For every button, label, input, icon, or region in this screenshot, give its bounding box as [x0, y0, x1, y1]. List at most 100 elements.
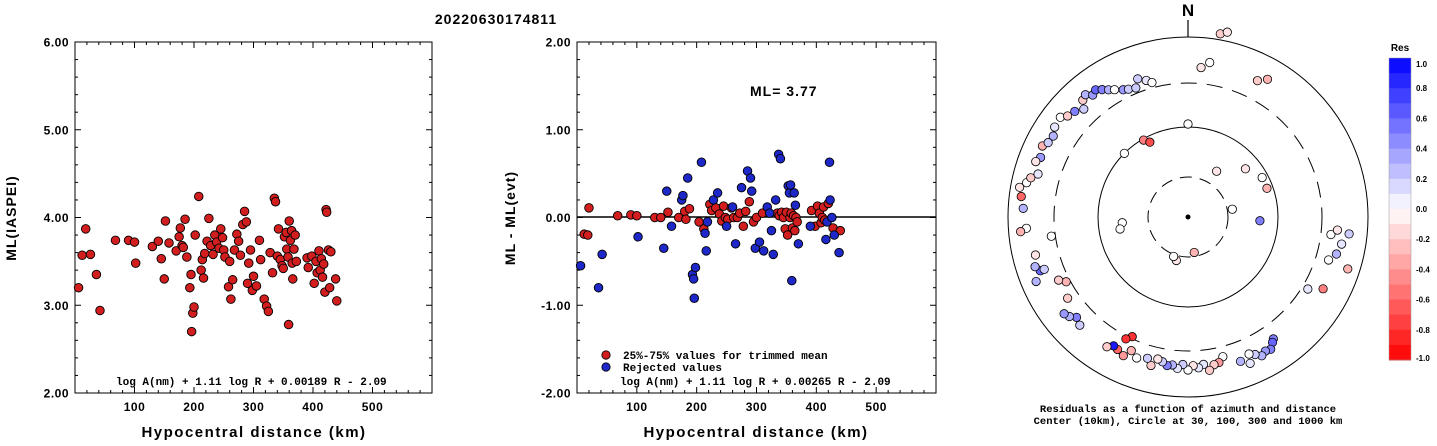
figure-title: 20220630174811 [435, 11, 557, 27]
station-residual-point [1240, 164, 1251, 174]
colorbar-cell [1389, 73, 1411, 89]
data-point [597, 249, 607, 260]
station-residual-point [1257, 172, 1267, 183]
station-residual-point [1196, 62, 1206, 73]
station-residual-point [1212, 166, 1222, 176]
colorbar-cell [1389, 88, 1411, 104]
data-point [829, 230, 840, 240]
ml-vs-distance-chart: 2.00 3.00 4.00 5.00 6.00 100 200 300 400 500 log… [3, 36, 433, 441]
station-residual-point [1189, 247, 1199, 258]
station-residual-point [1126, 346, 1136, 356]
data-point [180, 214, 190, 225]
colorbar-cell [1389, 224, 1411, 240]
data-point [793, 239, 804, 249]
ring-300km [1053, 82, 1323, 352]
colorbar-cell [1389, 209, 1411, 225]
data-point [768, 249, 779, 260]
data-point [278, 263, 289, 274]
colorbar-cell [1389, 163, 1411, 180]
data-point [267, 268, 278, 278]
station-residual-point [1153, 354, 1163, 364]
legend-label-trimmed: 25%-75% values for trimmed mean [623, 351, 828, 363]
x-tick-label: 200 [686, 400, 708, 414]
north-label: N [1182, 1, 1194, 20]
chart1-formula: log A(nm) + 1.11 log R + 0.00189 R - 2.0… [116, 377, 387, 389]
station-residual-point [1343, 264, 1353, 274]
station-residual-point [1318, 284, 1328, 294]
data-point [583, 230, 593, 240]
colorbar-cell [1389, 148, 1411, 165]
station-residual-point [1075, 320, 1085, 330]
colorbar-tick-label: 0.6 [1416, 114, 1428, 123]
polar-points [1014, 27, 1354, 375]
y-tick-label: 0.00 [546, 211, 571, 225]
x-tick-label: 500 [362, 400, 384, 414]
station-residual-point [1205, 57, 1215, 68]
colorbar-tick-label: 0.0 [1416, 205, 1428, 214]
data-point [688, 274, 699, 284]
data-point [263, 306, 274, 317]
station-residual-point [1169, 251, 1179, 262]
data-point [229, 245, 240, 255]
x-tick-label: 400 [806, 400, 828, 414]
data-point [227, 275, 238, 285]
y-tick-label: -2.00 [541, 387, 571, 401]
station-residual-point [1016, 227, 1026, 237]
data-point [690, 262, 701, 273]
x-tick-label: 400 [302, 400, 324, 414]
data-point [662, 186, 672, 196]
data-point [678, 190, 688, 201]
data-point [584, 203, 594, 213]
station-residual-point [1235, 356, 1246, 366]
chart2-points [575, 149, 846, 303]
data-point [129, 237, 140, 247]
polar-caption-line2: Center (10km), Circle at 30, 100, 300 an… [1034, 416, 1343, 428]
colorbar-cell [1389, 118, 1411, 134]
station-residual-point [1046, 231, 1056, 241]
colorbar-title: Res [1391, 43, 1410, 54]
data-point [633, 232, 643, 242]
data-point [208, 249, 218, 260]
data-point [770, 195, 781, 205]
data-point [727, 202, 738, 212]
colorbar-tick-label: -1.0 [1416, 354, 1430, 363]
colorbar-tick-label: 0.2 [1416, 175, 1428, 184]
data-point [740, 206, 751, 217]
station-residual-point [1332, 225, 1343, 235]
data-point [324, 282, 335, 293]
chart1-y-axis: 2.00 3.00 4.00 5.00 6.00 [44, 36, 432, 401]
y-tick-label: 2.00 [44, 387, 69, 401]
data-point [255, 254, 266, 265]
data-point [730, 239, 741, 249]
colorbar-cell [1389, 314, 1411, 331]
data-point [186, 326, 197, 337]
data-point [745, 173, 756, 183]
station-residual-point [1337, 239, 1347, 249]
station-residual-point [1303, 284, 1313, 294]
colorbar-tick-label: 0.4 [1416, 145, 1428, 154]
data-point [288, 274, 298, 284]
data-point [721, 221, 732, 232]
colorbar-cell [1389, 178, 1411, 195]
station-residual-point [1018, 203, 1028, 213]
chart1-points [73, 191, 342, 337]
data-point [95, 305, 105, 316]
data-point [593, 282, 604, 293]
y-tick-label: 5.00 [44, 123, 69, 137]
residual-colorbar: Res 1.0 0.8 0.6 0.4 0.2 0.0 -0.2 -0.4 -0.6 -0.8 -1… [1388, 43, 1430, 363]
data-point [656, 212, 666, 223]
data-point [789, 188, 799, 198]
station-residual-point [1132, 353, 1142, 363]
station-residual-point [1109, 85, 1120, 95]
colorbar-cell [1389, 239, 1411, 255]
legend-marker-rejected [601, 362, 611, 372]
colorbar-cell [1389, 269, 1411, 285]
data-point [775, 153, 786, 164]
colorbar-cell [1389, 103, 1411, 119]
station-residual-point [1026, 173, 1036, 183]
station-residual-point [1059, 309, 1069, 319]
station-residual-point [1262, 74, 1273, 84]
data-point [712, 188, 723, 198]
data-point [785, 180, 796, 190]
data-point [226, 294, 236, 304]
